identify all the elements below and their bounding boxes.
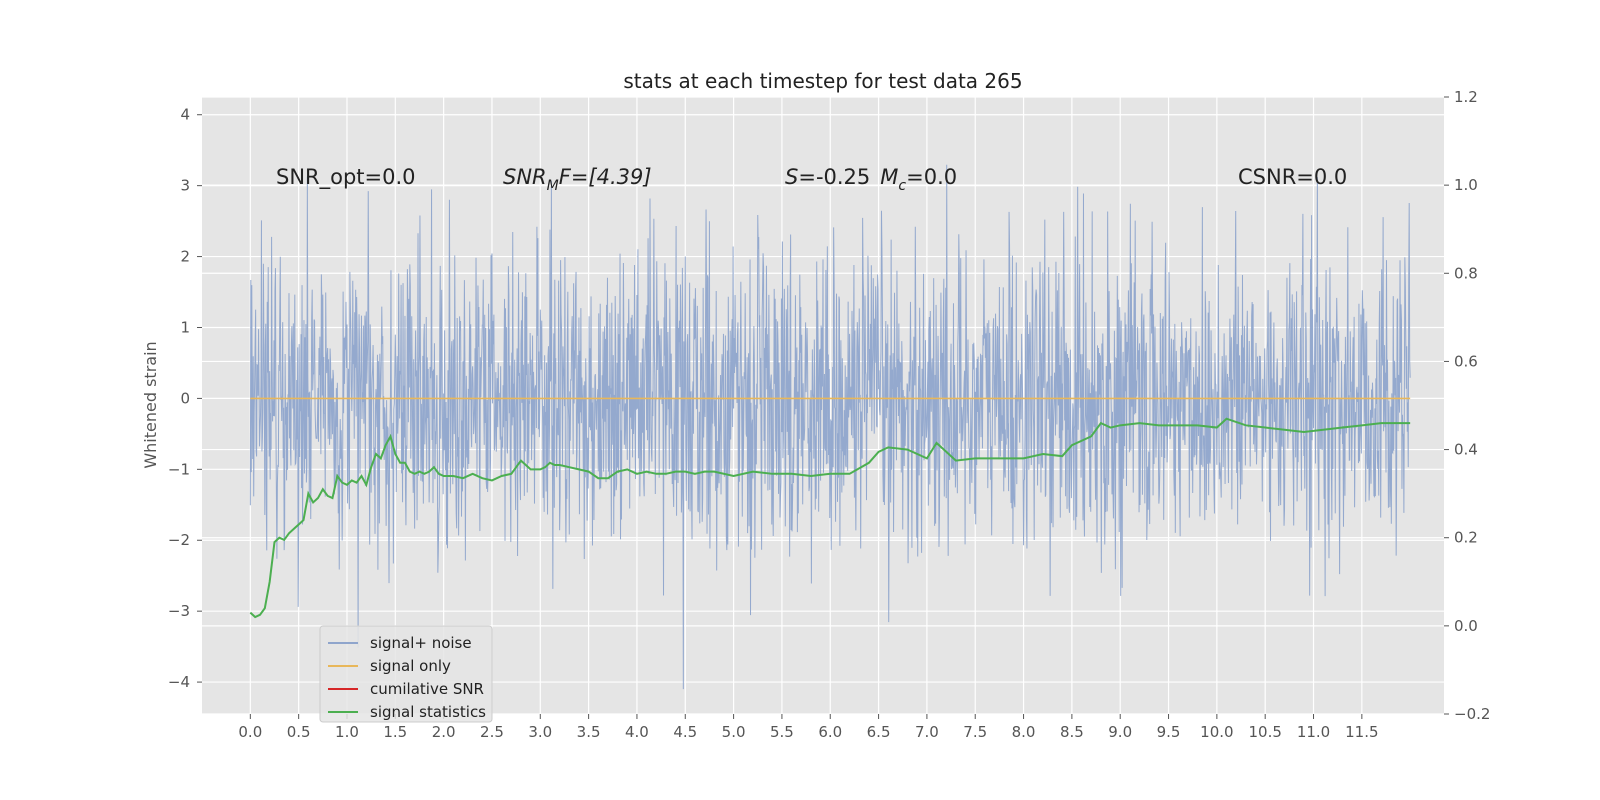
x-tick-label: 3.0 [528,723,552,741]
x-tick-label: 6.0 [818,723,842,741]
signal-statistics-line [249,417,1411,619]
y-axis-left: 4 3 2 1 0 −1 −2 −3 −4 [168,106,202,691]
x-tick-label: 2.0 [432,723,456,741]
noise-trace [249,164,1411,690]
y-tick-label: 1 [180,318,190,336]
y2-tick-label: 1.2 [1454,88,1478,106]
x-tick-label: 8.5 [1060,723,1084,741]
y-axis-right: 1.2 1.0 0.8 0.6 0.4 0.2 0.0 −0.2 [1444,88,1490,723]
annotation-csnr: CSNR=0.0 [1238,165,1347,189]
annotation-snr-mf: SNRMF=[4.39] [503,165,652,194]
x-tick-label: 4.0 [625,723,649,741]
y-tick-label: 3 [180,177,190,195]
snr-mf-base: SNR [503,165,547,189]
y-tick-label: −3 [168,602,190,620]
x-tick-label: 5.5 [770,723,794,741]
y-tick-label: −1 [168,460,190,478]
y2-tick-label: 0.4 [1454,441,1478,459]
y2-tick-label: 1.0 [1454,176,1478,194]
x-tick-label: 0.5 [287,723,311,741]
x-tick-label: 9.0 [1108,723,1132,741]
y-tick-label: −2 [168,531,190,549]
annotation-snr-opt: SNR_opt=0.0 [276,165,416,190]
x-tick-label: 3.5 [577,723,601,741]
mc-base: M [880,165,898,189]
x-tick-label: 9.5 [1157,723,1181,741]
y2-tick-label: 0.0 [1454,617,1478,635]
x-tick-label: 5.0 [722,723,746,741]
snr-mf-rest: F=[4.39] [559,165,652,189]
mc-sub: c [898,178,906,194]
y2-tick-label: 0.8 [1454,264,1478,282]
x-tick-label: 7.0 [915,723,939,741]
x-tick-label: 8.0 [1012,723,1036,741]
series-signal-noise [249,164,1411,690]
legend: signal+ noise signal only cumilative SNR si… [319,625,493,723]
y-tick-label: −4 [168,673,190,691]
legend-label: signal+ noise [370,634,472,652]
mc-value: =0.0 [906,165,957,189]
legend-label: signal only [370,657,451,675]
x-tick-label: 4.5 [673,723,697,741]
x-tick-label: 10.5 [1248,723,1281,741]
snr-mf-sub: M [547,178,559,194]
x-tick-label: 11.0 [1297,723,1330,741]
y-tick-label: 0 [180,389,190,407]
x-tick-label: 2.5 [480,723,504,741]
series-lines [249,397,1411,619]
x-tick-label: 7.5 [963,723,987,741]
s-value: =-0.25 [798,165,870,189]
y2-tick-label: 0.6 [1454,352,1478,370]
x-tick-label: 1.0 [335,723,359,741]
y-axis-label: Whitened strain [141,341,160,468]
x-tick-label: 6.5 [867,723,891,741]
s-label: S [785,165,798,189]
y2-tick-label: −0.2 [1454,705,1490,723]
y-tick-label: 4 [180,106,190,124]
x-tick-label: 0.0 [238,723,262,741]
y2-tick-label: 0.2 [1454,529,1478,547]
legend-box [319,625,493,723]
chart-title: stats at each timestep for test data 265 [623,69,1022,93]
y-tick-label: 2 [180,248,190,266]
x-tick-label: 1.5 [383,723,407,741]
x-axis: 0.0 0.5 1.0 1.5 2.0 2.5 3.0 3.5 4.0 4.5 5.0 5.5 6.0 6… [238,714,1379,741]
x-tick-label: 11.5 [1345,723,1378,741]
legend-label: signal statistics [370,703,486,721]
legend-label: cumilative SNR [370,680,484,698]
x-tick-label: 10.0 [1200,723,1233,741]
annotation-s-mc: S=-0.25 Mc=0.0 [785,165,957,194]
